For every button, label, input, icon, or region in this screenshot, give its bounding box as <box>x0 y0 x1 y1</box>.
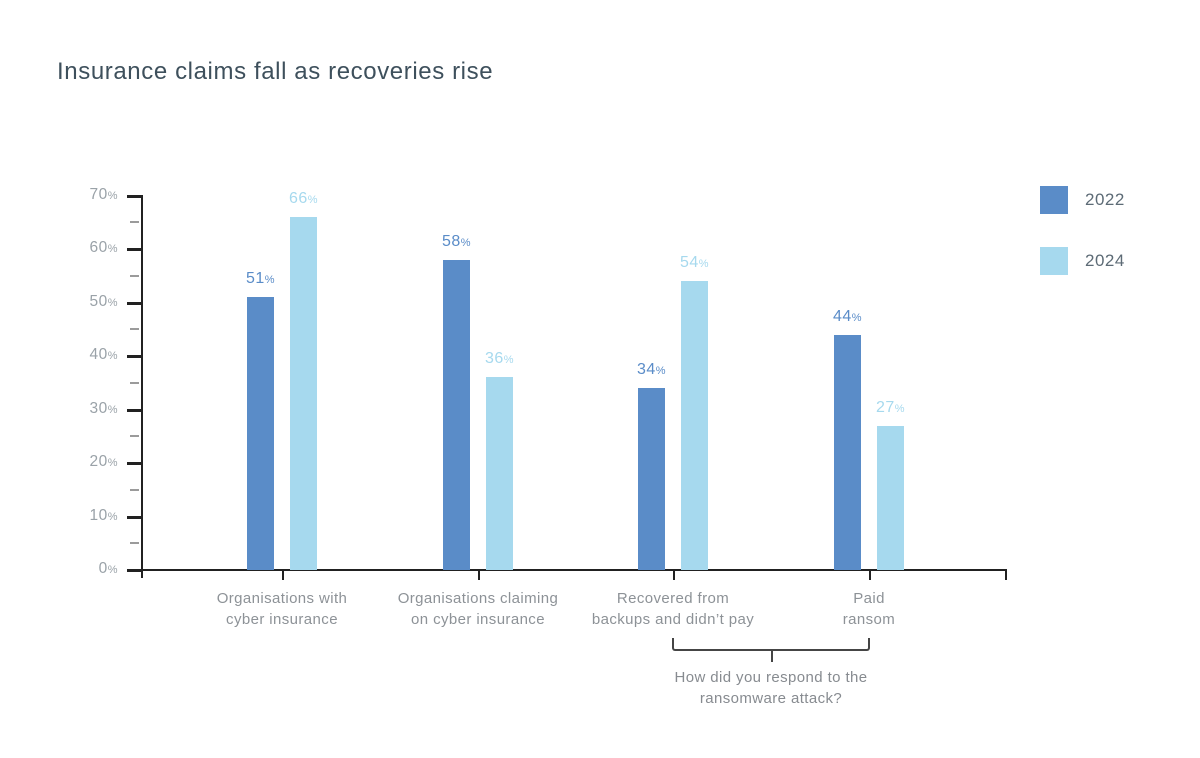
y-major-tick <box>127 355 143 358</box>
y-axis-label: 40% <box>89 346 118 363</box>
y-minor-tick <box>130 542 139 545</box>
annotation-question-line: How did you respond to the <box>674 669 868 686</box>
category-label-line: Organisations with <box>216 590 348 607</box>
y-axis-label: 70% <box>89 185 118 203</box>
bar-2024-2 <box>681 281 708 570</box>
category-label-line: ransom <box>842 611 896 628</box>
annotation-bracket-stem <box>771 651 773 662</box>
y-axis-label: 50% <box>89 292 118 310</box>
legend-label-2022: 2022 <box>1085 190 1125 209</box>
bar-2022-1 <box>443 259 470 570</box>
bar-2022-0 <box>247 297 274 570</box>
y-axis-label: 20% <box>89 453 118 470</box>
legend-item-2024: 2024 <box>1040 247 1125 275</box>
legend-swatch-2024 <box>1040 247 1068 275</box>
bar-2022-2 <box>638 388 665 570</box>
y-axis-label: 0% <box>98 560 118 577</box>
y-major-tick <box>127 462 143 465</box>
bar-2022-3 <box>834 334 861 570</box>
y-axis-line <box>141 195 143 578</box>
y-axis-label: 10% <box>89 506 118 524</box>
annotation-question-line: ransomware attack? <box>699 690 843 707</box>
chart-title: Insurance claims fall as recoveries rise <box>57 58 494 85</box>
y-minor-tick <box>130 328 139 331</box>
legend: 2022 2024 <box>1040 186 1125 308</box>
y-axis-label: 60% <box>89 239 118 256</box>
x-axis-tick <box>673 569 675 580</box>
category-label: Organisations claiming on cyber insurance <box>363 588 593 630</box>
y-axis-label: 30% <box>89 399 118 417</box>
category-label-line: Paid <box>853 590 885 607</box>
bar-value-label: 51% <box>245 270 276 288</box>
bar-value-label: 27% <box>875 398 906 416</box>
annotation-bracket <box>672 638 870 651</box>
x-axis-line <box>141 569 1007 571</box>
category-label: Paid ransom <box>754 588 984 630</box>
category-label-line: Recovered from <box>616 590 730 607</box>
y-minor-tick <box>130 435 139 438</box>
legend-swatch-2022 <box>1040 186 1068 214</box>
category-label-line: cyber insurance <box>226 611 338 628</box>
y-major-tick <box>127 569 143 572</box>
y-minor-tick <box>130 381 139 384</box>
legend-item-2022: 2022 <box>1040 186 1125 214</box>
category-label-line: Organisations claiming <box>397 590 559 607</box>
bar-2024-3 <box>877 425 904 570</box>
bar-value-label: 34% <box>636 361 667 379</box>
category-label-line: backups and didn’t pay <box>591 611 755 628</box>
y-major-tick <box>127 301 143 305</box>
y-major-tick <box>127 194 143 198</box>
bar-value-label: 44% <box>832 307 863 325</box>
bar-2024-0 <box>290 216 317 570</box>
y-major-tick <box>127 408 143 412</box>
category-label: Organisations with cyber insurance <box>167 588 397 630</box>
y-major-tick <box>127 248 143 251</box>
category-label-line: on cyber insurance <box>411 611 545 628</box>
category-label: Recovered from backups and didn’t pay <box>558 588 788 630</box>
y-minor-tick <box>130 488 139 491</box>
x-axis-tick <box>478 569 480 580</box>
x-axis-tick <box>869 569 871 580</box>
annotation-question: How did you respond to the ransomware att… <box>601 667 941 709</box>
bar-2024-1 <box>486 377 513 570</box>
x-axis-end-tick <box>1005 569 1007 580</box>
bar-value-label: 58% <box>441 232 472 250</box>
bar-value-label: 66% <box>288 189 319 207</box>
legend-label-2024: 2024 <box>1085 251 1125 270</box>
x-axis-tick <box>282 569 284 580</box>
bar-value-label: 54% <box>679 254 710 272</box>
bar-value-label: 36% <box>484 350 515 368</box>
y-major-tick <box>127 515 143 519</box>
y-minor-tick <box>130 274 139 277</box>
y-minor-tick <box>130 221 139 224</box>
